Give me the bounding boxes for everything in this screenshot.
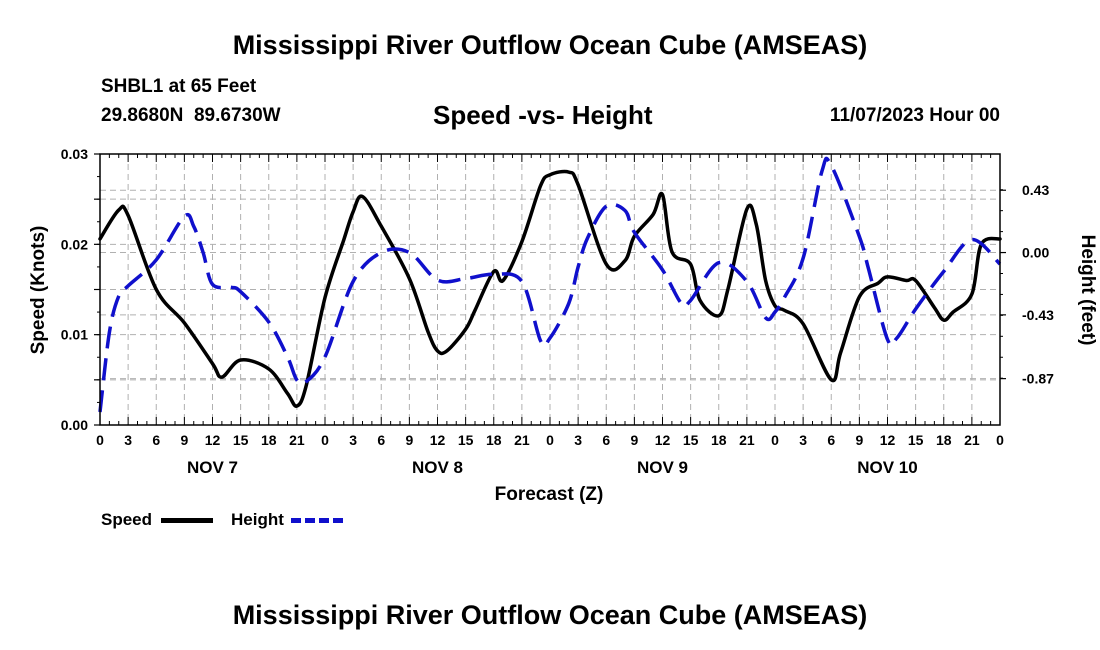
- day-label: NOV 9: [637, 458, 688, 477]
- day-label: NOV 10: [857, 458, 917, 477]
- x-tick-label: 3: [574, 432, 582, 448]
- x-axis-label: Forecast (Z): [495, 484, 604, 505]
- coordinates-label: 29.8680N 89.6730W: [101, 105, 281, 126]
- y2-tick-label: -0.43: [1022, 307, 1054, 323]
- x-tick-label: 9: [180, 432, 188, 448]
- x-tick-label: 12: [655, 432, 671, 448]
- y-tick-label: 0.03: [61, 146, 88, 162]
- x-tick-label: 12: [880, 432, 896, 448]
- run-time-label: 11/07/2023 Hour 00: [829, 105, 1000, 126]
- y2-tick-label: 0.43: [1022, 182, 1049, 198]
- day-label: NOV 7: [187, 458, 238, 477]
- y2-tick-label: -0.87: [1022, 371, 1054, 387]
- series-line-height: [98, 156, 1002, 413]
- legend-speed-label: Speed: [101, 510, 153, 529]
- x-tick-label: 21: [739, 432, 755, 448]
- y-tick-label: 0.00: [61, 417, 88, 433]
- x-tick-label: 18: [261, 432, 277, 448]
- grid: [100, 154, 1000, 425]
- x-tick-label: 9: [855, 432, 863, 448]
- x-tick-label: 15: [233, 432, 249, 448]
- y-tick-label: 0.02: [61, 236, 88, 252]
- x-tick-label: 15: [683, 432, 699, 448]
- x-tick-label: 21: [289, 432, 305, 448]
- x-tick-label: 15: [908, 432, 924, 448]
- x-tick-label: 9: [630, 432, 638, 448]
- y-axis-label: Speed (Knots): [28, 226, 49, 355]
- y-tick-label: 0.01: [61, 327, 88, 343]
- speed-height-chart: 0 3 6 9 12 15 18 21 0 3 6 9 12 15 18 21 0 3 6 9 12 15 18 21 0 3 6 9…: [28, 146, 1098, 505]
- x-tick-label: 3: [124, 432, 132, 448]
- x-tick-label: 6: [602, 432, 610, 448]
- x-tick-label: 15: [458, 432, 474, 448]
- station-label: SHBL1 at 65 Feet: [101, 76, 257, 97]
- x-tick-label: 9: [405, 432, 413, 448]
- x-tick-label: 6: [377, 432, 385, 448]
- x-tick-label: 6: [152, 432, 160, 448]
- tick-labels: 0 3 6 9 12 15 18 21 0 3 6 9 12 15 18 21 0 3 6 9 12 15 18 21 0 3 6 9…: [61, 146, 1054, 477]
- x-tick-label: 0: [96, 432, 104, 448]
- y2-axis-label: Height (feet): [1077, 235, 1098, 346]
- day-label: NOV 8: [412, 458, 463, 477]
- series-layer: [98, 156, 1002, 413]
- legend-height-label: Height: [231, 510, 284, 529]
- x-tick-label: 12: [430, 432, 446, 448]
- legend-height-swatch: [291, 518, 343, 523]
- x-tick-label: 18: [711, 432, 727, 448]
- x-tick-label: 18: [936, 432, 952, 448]
- x-tick-label: 18: [486, 432, 502, 448]
- chart-subtitle: Speed -vs- Height: [433, 100, 653, 130]
- x-tick-label: 3: [349, 432, 357, 448]
- y2-tick-label: 0.00: [1022, 245, 1049, 261]
- x-tick-label: 0: [321, 432, 329, 448]
- x-tick-label: 12: [205, 432, 221, 448]
- x-tick-label: 0: [996, 432, 1004, 448]
- x-tick-label: 3: [799, 432, 807, 448]
- axes: [94, 153, 1006, 426]
- page-title: Mississippi River Outflow Ocean Cube (AM…: [232, 30, 868, 60]
- series-line-speed: [98, 169, 1002, 408]
- x-tick-label: 0: [771, 432, 779, 448]
- footer-title: Mississippi River Outflow Ocean Cube (AM…: [232, 600, 868, 630]
- x-tick-label: 21: [514, 432, 530, 448]
- x-tick-label: 21: [964, 432, 980, 448]
- x-tick-label: 6: [827, 432, 835, 448]
- x-tick-label: 0: [546, 432, 554, 448]
- legend-speed-swatch: [161, 518, 213, 523]
